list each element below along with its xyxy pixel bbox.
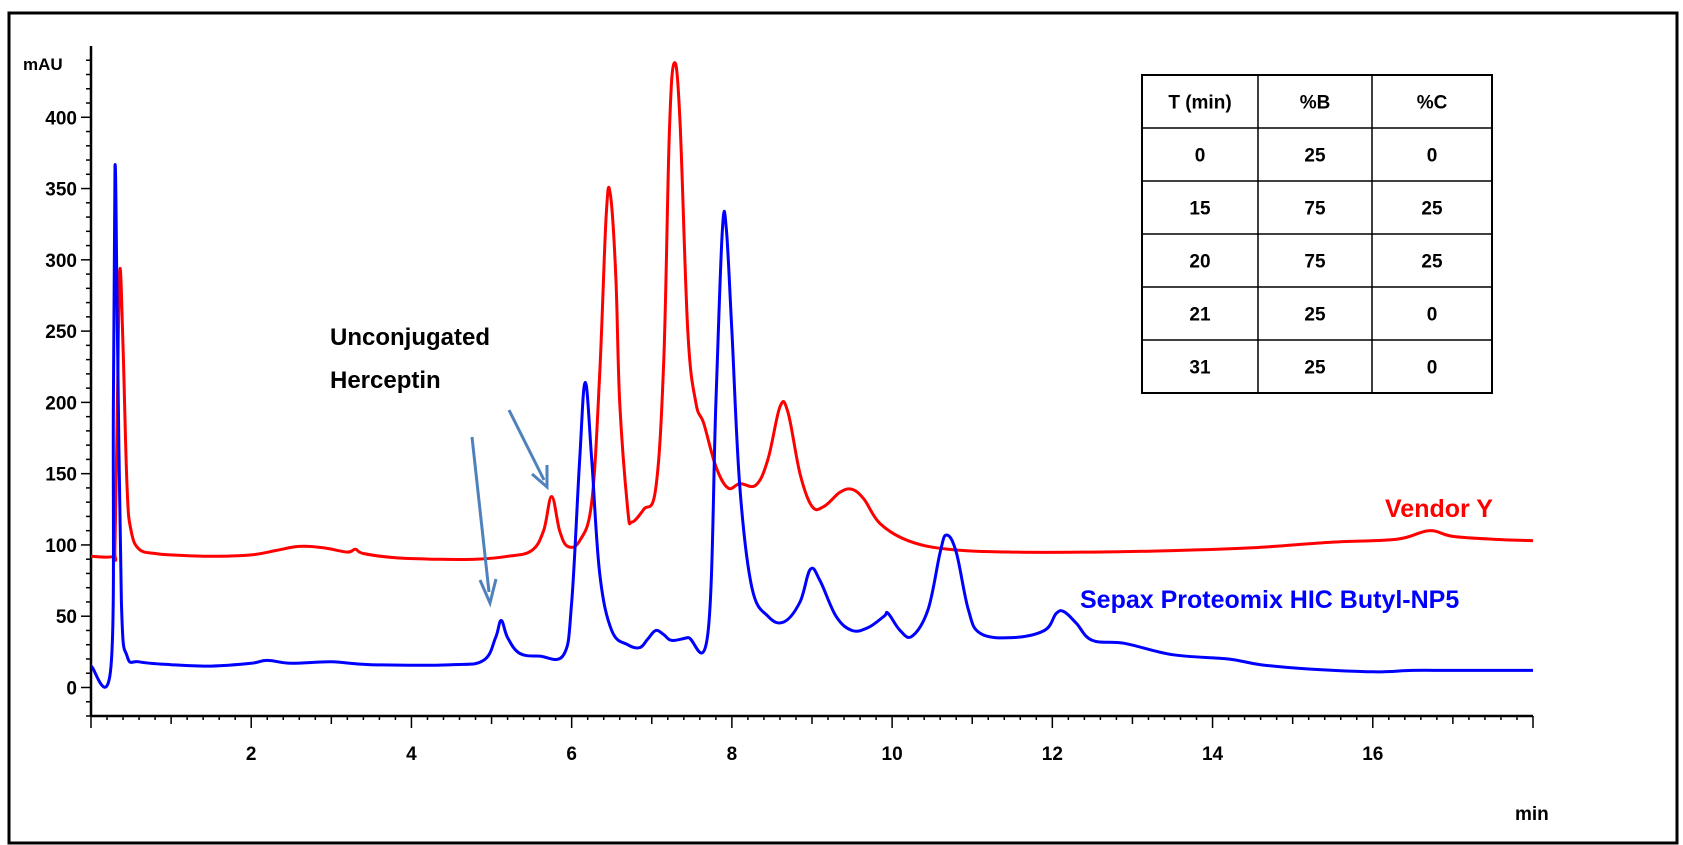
x-tick-label: 14 [1202, 744, 1224, 765]
annotation-arrow-2 [507, 409, 549, 491]
table-cell: 0 [1195, 146, 1206, 167]
x-tick-label: 16 [1362, 744, 1383, 765]
table-cell: 75 [1304, 199, 1326, 220]
table-cell: 25 [1304, 305, 1326, 326]
table-cell: 0 [1427, 305, 1438, 326]
y-tick-label: 400 [45, 108, 77, 129]
table-cell: 25 [1304, 146, 1326, 167]
y-ticks: 0 50 100 150 200 250 300 350 400 [45, 59, 91, 717]
table-cell: 20 [1189, 252, 1210, 273]
x-ticks: 2 4 6 8 10 12 14 16 [90, 716, 1534, 765]
y-tick-label: 100 [45, 536, 77, 557]
annotation-line-1: Unconjugated [330, 324, 490, 351]
x-axis-label: min [1515, 804, 1549, 825]
table-cell: 0 [1427, 358, 1438, 379]
x-tick-label: 10 [882, 744, 903, 765]
x-tick-label: 6 [566, 744, 577, 765]
series-line-vendor-y [90, 61, 1534, 562]
annotation-line-2: Herceptin [330, 367, 441, 394]
table-cell: 0 [1427, 146, 1438, 167]
table-cell: 75 [1304, 252, 1326, 273]
gradient-table: T (min) %B %C 0 25 0 15 75 25 20 75 25 21 25 0 31 25 0 [1141, 74, 1493, 394]
series-layer [89, 61, 1534, 689]
table-cell: 21 [1189, 305, 1211, 326]
y-tick-label: 50 [56, 607, 77, 628]
y-tick-label: 350 [45, 180, 77, 201]
table-cell: 25 [1421, 199, 1443, 220]
table-cell: 25 [1421, 252, 1443, 273]
x-tick-label: 12 [1042, 744, 1063, 765]
table-header-cell: %B [1300, 93, 1331, 114]
table-header-cell: T (min) [1168, 93, 1231, 114]
y-tick-label: 0 [66, 678, 77, 699]
label-sepax: Sepax Proteomix HIC Butyl-NP5 [1080, 586, 1459, 614]
annotation-arrow-1 [470, 436, 498, 608]
table-header-cell: %C [1417, 93, 1448, 114]
label-vendor-y: Vendor Y [1385, 495, 1493, 523]
annotation-unconjugated-herceptin: Unconjugated Herceptin [330, 324, 549, 608]
y-tick-label: 150 [45, 465, 77, 486]
table-cell: 25 [1304, 358, 1326, 379]
x-tick-label: 2 [246, 744, 257, 765]
y-tick-label: 200 [45, 393, 77, 414]
y-tick-label: 250 [45, 322, 77, 343]
y-tick-label: 300 [45, 251, 77, 272]
table-cell: 15 [1189, 199, 1211, 220]
series-line-sepax [89, 163, 1533, 689]
y-axis-label: mAU [23, 55, 63, 74]
table-cell: 31 [1189, 358, 1211, 379]
x-tick-label: 4 [406, 744, 417, 765]
x-tick-label: 8 [727, 744, 738, 765]
